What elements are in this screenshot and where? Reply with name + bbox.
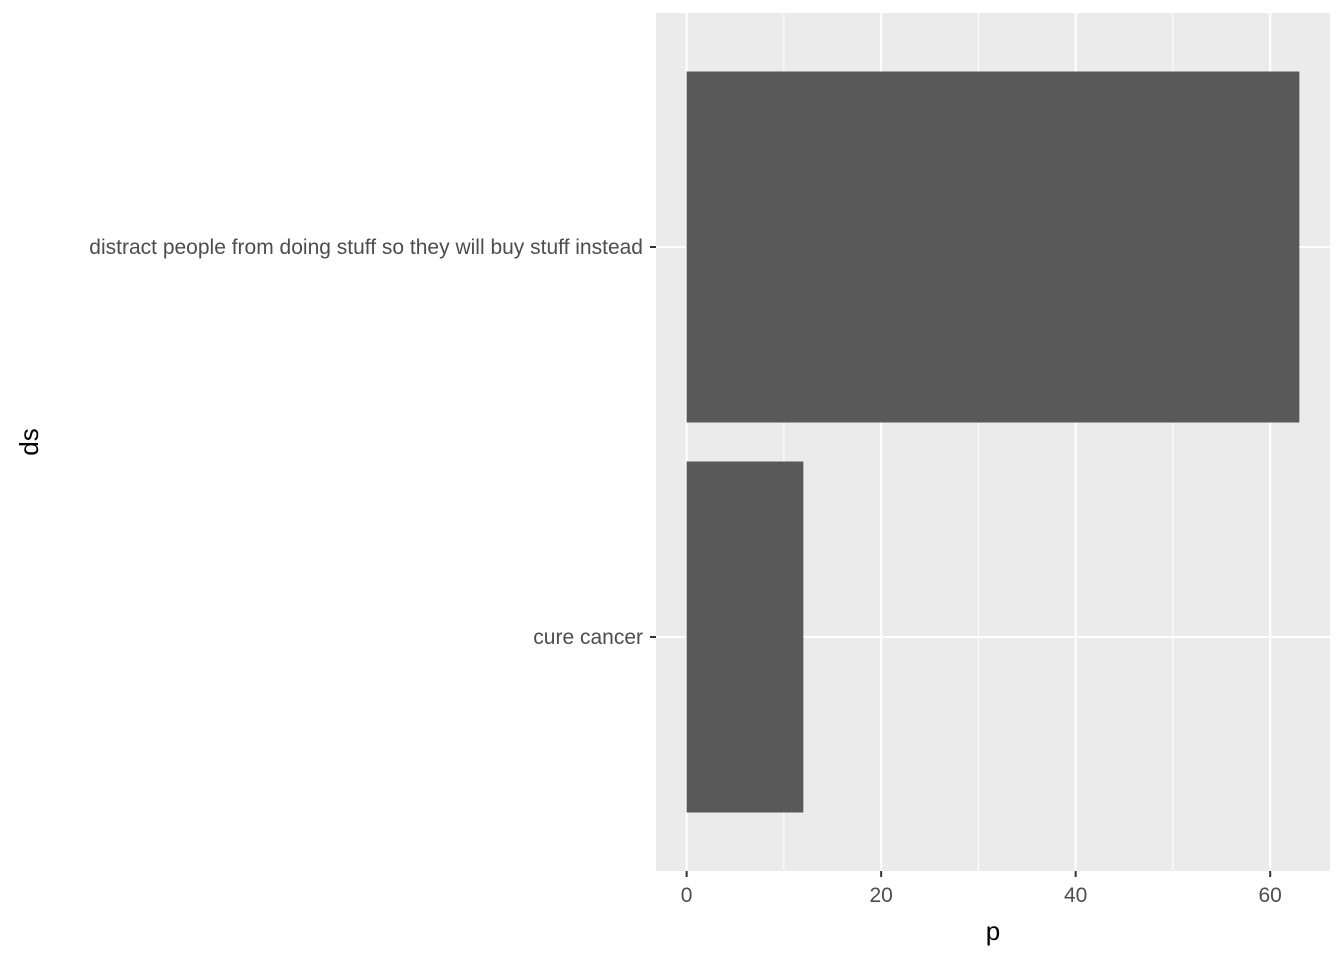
x-tick-label: 20 <box>869 884 892 907</box>
bars-group <box>686 71 1300 813</box>
x-tick-label: 40 <box>1064 884 1087 907</box>
bar <box>686 71 1300 423</box>
x-axis: 0 20 40 60 <box>681 871 1282 907</box>
y-tick-label: distract people from doing stuff so they… <box>89 236 643 259</box>
x-tick-label: 0 <box>681 884 693 907</box>
y-axis-title: ds <box>14 428 44 455</box>
y-tick-label: cure cancer <box>533 626 643 649</box>
y-axis: cure cancer distract people from doing st… <box>89 236 656 649</box>
bar <box>686 461 804 813</box>
x-axis-title: p <box>986 916 1000 946</box>
x-tick-label: 60 <box>1259 884 1282 907</box>
